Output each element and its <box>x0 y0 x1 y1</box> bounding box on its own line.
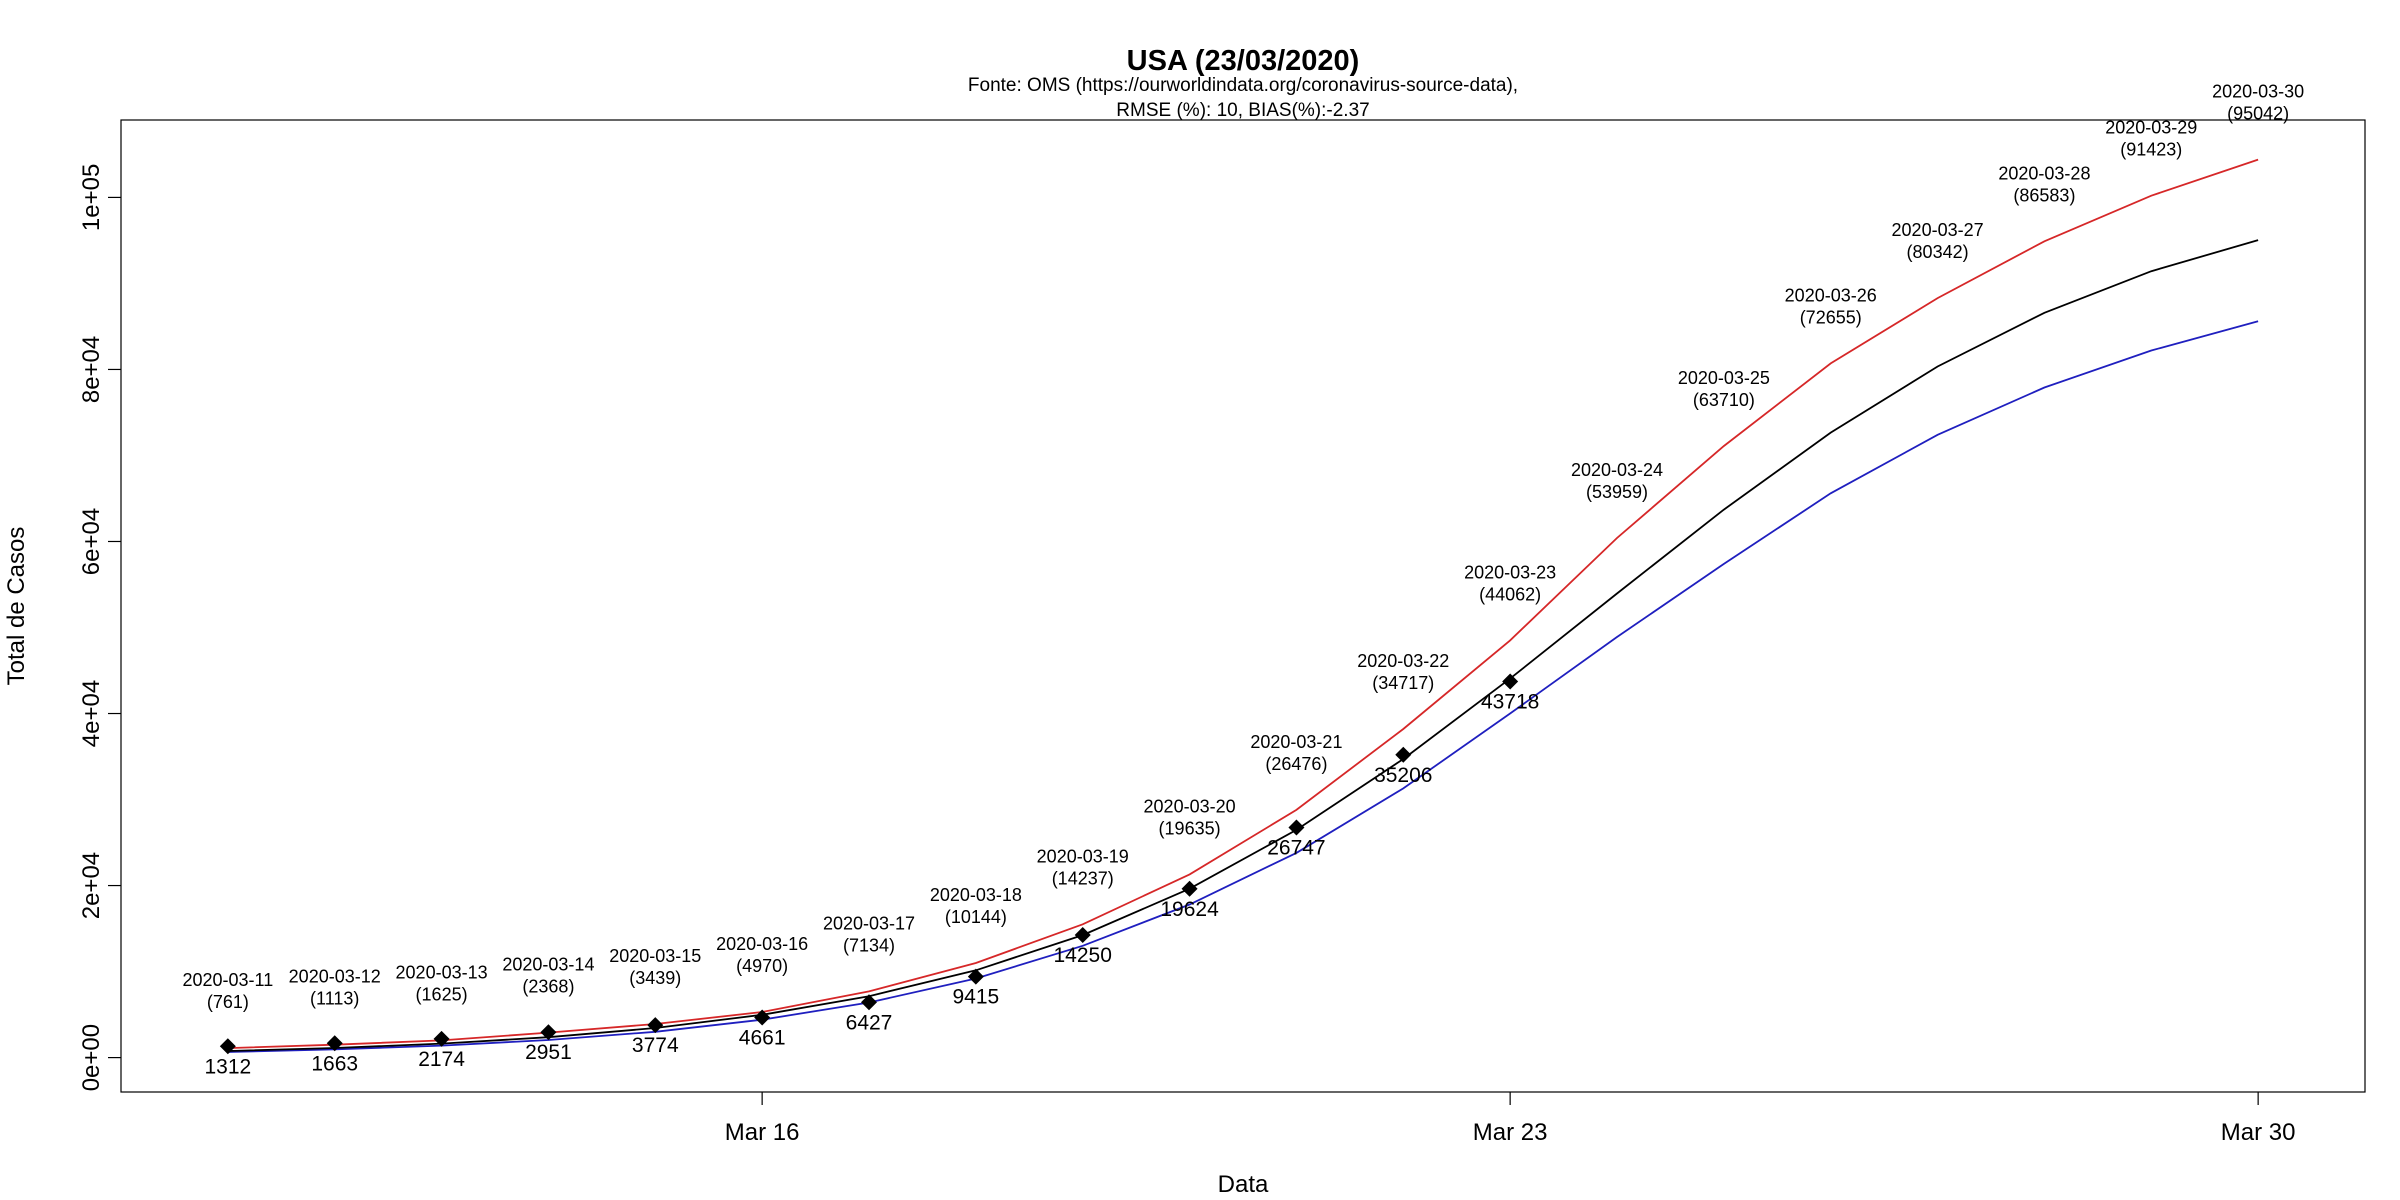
annotation-date: 2020-03-30 <box>2212 82 2304 102</box>
observed-label: 26747 <box>1267 837 1325 860</box>
y-axis-label: Total de Casos <box>3 527 30 686</box>
observed-point <box>326 1035 343 1052</box>
observed-label: 14250 <box>1054 944 1112 967</box>
x-tick-label: Mar 16 <box>725 1119 800 1146</box>
annotation-date: 2020-03-29 <box>2105 118 2197 138</box>
upper-bound-line <box>227 158 2259 1049</box>
annotation-value: (72655) <box>1800 307 1862 327</box>
observed-point <box>540 1024 557 1041</box>
y-axis: 0e+00 2e+04 4e+04 6e+04 8e+04 1e+05 <box>78 164 121 1091</box>
lower-bound-line <box>227 320 2259 1053</box>
annotation-date: 2020-03-26 <box>1785 285 1877 305</box>
observed-point <box>1074 927 1091 944</box>
annotation-value: (7134) <box>843 935 895 955</box>
annotation-value: (44062) <box>1479 584 1541 604</box>
annotation-value: (2368) <box>522 977 574 997</box>
x-tick-label: Mar 30 <box>2221 1119 2296 1146</box>
annotation-date: 2020-03-12 <box>289 967 381 987</box>
annotation-value: (34717) <box>1372 673 1434 693</box>
y-tick-label: 2e+04 <box>78 852 105 919</box>
annotation-value: (53959) <box>1586 482 1648 502</box>
observed-label: 35206 <box>1374 764 1432 787</box>
annotation-date: 2020-03-21 <box>1250 732 1342 752</box>
observed-label: 6427 <box>846 1011 893 1034</box>
observed-label: 1312 <box>204 1055 251 1078</box>
annotation-value: (1625) <box>416 984 468 1004</box>
chart-title: USA (23/03/2020) <box>1127 45 1360 77</box>
estimate-line <box>227 239 2259 1052</box>
x-axis-label: Data <box>1218 1171 1269 1198</box>
annotation-date: 2020-03-18 <box>930 885 1022 905</box>
annotation-value: (761) <box>207 992 249 1012</box>
annotation-date: 2020-03-15 <box>609 946 701 966</box>
observed-point <box>967 968 984 985</box>
observed-label: 1663 <box>311 1052 358 1075</box>
y-tick-label: 1e+05 <box>78 164 105 231</box>
chart-subtitle-line2: RMSE (%): 10, BIAS(%):-2.37 <box>1116 100 1369 121</box>
series-lines <box>227 158 2259 1053</box>
observed-label: 43718 <box>1481 691 1539 714</box>
annotation-date: 2020-03-23 <box>1464 562 1556 582</box>
observed-label: 4661 <box>739 1027 786 1050</box>
annotation-date: 2020-03-16 <box>716 934 808 954</box>
annotation-date: 2020-03-11 <box>182 970 273 990</box>
annotation-date: 2020-03-17 <box>823 913 915 933</box>
annotation-value: (26476) <box>1265 754 1327 774</box>
annotation-date: 2020-03-14 <box>502 955 594 975</box>
observed-label: 19624 <box>1160 898 1219 921</box>
annotation-date: 2020-03-19 <box>1037 846 1129 866</box>
annotation-date: 2020-03-24 <box>1571 460 1663 480</box>
observed-point <box>1181 880 1198 897</box>
annotation-date: 2020-03-27 <box>1892 220 1984 240</box>
plot-frame <box>120 119 2366 1093</box>
observed-label: 3774 <box>632 1034 679 1057</box>
annotation-value: (80342) <box>1907 242 1969 262</box>
observed-point <box>1502 673 1519 690</box>
annotation-date: 2020-03-22 <box>1357 651 1449 671</box>
chart-subtitle-line1: Fonte: OMS (https://ourworldindata.org/c… <box>968 75 1518 96</box>
observed-point <box>1395 746 1412 763</box>
x-axis: Mar 16 Mar 23 Mar 30 <box>725 1092 2296 1146</box>
annotation-date: 2020-03-28 <box>1998 163 2090 183</box>
observed-point <box>1288 819 1305 836</box>
observed-point <box>219 1038 236 1055</box>
annotation-value: (4970) <box>736 956 788 976</box>
forecast-annotations: 2020-03-11(761) 2020-03-12(1113) 2020-03-1… <box>182 82 2304 1013</box>
annotation-value: (95042) <box>2227 104 2289 124</box>
observed-label: 2174 <box>418 1048 465 1071</box>
observed-point <box>647 1017 664 1034</box>
annotation-value: (91423) <box>2120 140 2182 160</box>
annotation-date: 2020-03-20 <box>1144 796 1236 816</box>
observed-point <box>433 1030 450 1047</box>
x-tick-label: Mar 23 <box>1473 1119 1548 1146</box>
annotation-value: (14237) <box>1052 868 1114 888</box>
annotation-value: (63710) <box>1693 390 1755 410</box>
annotation-value: (86583) <box>2013 185 2075 205</box>
y-tick-label: 4e+04 <box>78 680 105 747</box>
annotation-value: (3439) <box>629 968 681 988</box>
y-tick-label: 6e+04 <box>78 508 105 575</box>
observed-label: 9415 <box>952 986 999 1009</box>
annotation-value: (10144) <box>945 907 1007 927</box>
annotation-value: (19635) <box>1159 818 1221 838</box>
annotation-value: (1113) <box>310 989 359 1009</box>
observed-points: 1312 1663 2174 2951 3774 4661 6427 9415 14250 196… <box>204 673 1539 1078</box>
observed-label: 2951 <box>525 1041 572 1064</box>
y-tick-label: 8e+04 <box>78 336 105 403</box>
annotation-date: 2020-03-13 <box>396 962 488 982</box>
y-tick-label: 0e+00 <box>78 1024 105 1091</box>
annotation-date: 2020-03-25 <box>1678 368 1770 388</box>
observed-point <box>754 1009 771 1026</box>
observed-point <box>861 994 877 1011</box>
